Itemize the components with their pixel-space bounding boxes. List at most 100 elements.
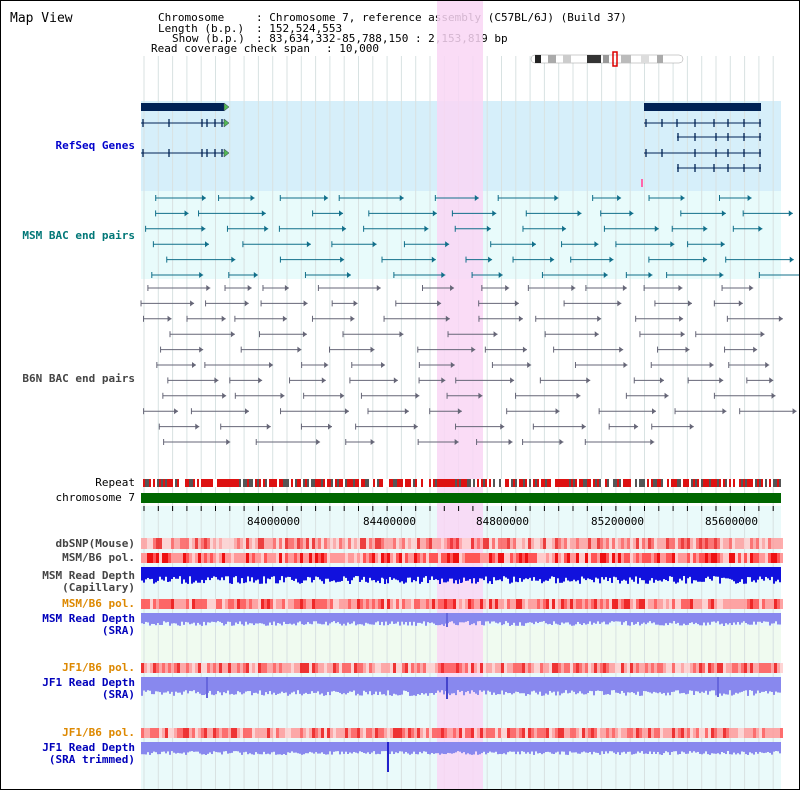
track-label-msm-b6-pol-1[interactable]: MSM/B6 pol. xyxy=(62,551,135,564)
repeat-mark xyxy=(573,479,575,487)
track-label-jf1-b6-pol-1[interactable]: JF1/B6 pol. xyxy=(62,661,135,674)
read-depth-bar xyxy=(729,613,731,624)
axis-tick-label: 84000000 xyxy=(247,515,300,528)
polymorphism-cell xyxy=(738,538,741,549)
read-depth-bar xyxy=(261,613,263,624)
polymorphism-cell xyxy=(390,553,393,563)
b6n-bac-end xyxy=(678,285,683,291)
polymorphism-cell xyxy=(414,538,417,549)
polymorphism-cell xyxy=(435,599,438,609)
polymorphism-cell xyxy=(438,599,441,609)
track-label-jf1-read-depth-trim[interactable]: JF1 Read Depth (SRA trimmed) xyxy=(42,741,135,766)
read-depth-bar xyxy=(457,567,459,584)
polymorphism-cell xyxy=(687,663,690,673)
read-depth-bar xyxy=(169,613,171,626)
read-depth-bar xyxy=(747,613,749,625)
read-depth-bar xyxy=(333,742,335,752)
track-label-jf1-b6-pol-2[interactable]: JF1/B6 pol. xyxy=(62,726,135,739)
polymorphism-cell xyxy=(426,728,429,738)
b6n-bac-end xyxy=(769,377,774,384)
polymorphism-cell xyxy=(633,663,636,673)
read-depth-bar xyxy=(767,742,769,753)
track-label-msm-bac[interactable]: MSM BAC end pairs xyxy=(22,229,135,242)
track-label-msm-read-depth-sra[interactable]: MSM Read Depth (SRA) xyxy=(42,612,135,637)
polymorphism-cell xyxy=(639,663,642,673)
polymorphism-cell xyxy=(342,553,345,563)
read-depth-bar xyxy=(493,567,495,578)
track-label-b6n-bac[interactable]: B6N BAC end pairs xyxy=(22,372,135,385)
polymorphism-cell xyxy=(198,538,201,549)
polymorphism-cell xyxy=(561,599,564,609)
read-depth-bar xyxy=(449,613,451,622)
polymorphism-cell xyxy=(552,538,555,549)
b6n-bac-end xyxy=(685,346,690,353)
polymorphism-cell xyxy=(648,538,651,549)
track-label-msm-b6-pol-2[interactable]: MSM/B6 pol. xyxy=(62,597,135,610)
read-depth-bar xyxy=(217,677,219,692)
read-depth-bar xyxy=(303,677,305,694)
read-depth-bar xyxy=(443,567,445,583)
read-depth-bar xyxy=(301,742,303,755)
polymorphism-cell xyxy=(717,553,720,563)
repeat-mark xyxy=(291,479,293,487)
polymorphism-cell xyxy=(663,728,666,738)
repeat-mark xyxy=(281,479,283,487)
read-depth-bar xyxy=(351,613,353,624)
read-depth-bar xyxy=(301,677,303,696)
track-label-refseq[interactable]: RefSeq Genes xyxy=(55,139,135,152)
polymorphism-cell xyxy=(162,728,165,738)
read-depth-bar xyxy=(647,567,649,584)
track-label-msm-read-depth-cap[interactable]: MSM Read Depth (Capillary) xyxy=(42,569,135,594)
polymorphism-cell xyxy=(426,663,429,673)
read-depth-bar xyxy=(227,742,229,754)
repeat-mark xyxy=(759,479,761,487)
repeat-mark xyxy=(617,479,619,487)
repeat-mark xyxy=(613,479,615,487)
read-depth-bar xyxy=(629,613,631,626)
read-depth-bar xyxy=(481,567,483,579)
polymorphism-cell xyxy=(240,599,243,609)
read-depth-bar xyxy=(777,742,779,752)
read-depth-bar xyxy=(577,567,579,581)
repeat-mark xyxy=(263,479,265,487)
read-depth-bar xyxy=(561,613,563,623)
b6n-bac-end xyxy=(316,439,321,445)
polymorphism-cell xyxy=(360,663,363,673)
read-depth-bar xyxy=(463,742,465,753)
read-depth-bar xyxy=(617,613,619,622)
read-depth-bar xyxy=(407,613,409,626)
b6n-bac-end xyxy=(719,377,724,384)
polymorphism-cell xyxy=(645,553,648,563)
polymorphism-cell xyxy=(477,538,480,549)
read-depth-bar xyxy=(415,677,417,696)
read-depth-bar xyxy=(441,613,443,625)
polymorphism-cell xyxy=(177,553,180,563)
read-depth-bar xyxy=(497,677,499,695)
polymorphism-cell xyxy=(780,553,783,563)
repeat-mark xyxy=(595,479,597,487)
polymorphism-cell xyxy=(165,599,168,609)
polymorphism-cell xyxy=(447,553,450,563)
read-depth-bar xyxy=(279,613,281,624)
read-depth-bar xyxy=(147,677,149,691)
polymorphism-cell xyxy=(579,663,582,673)
track-label-dbsnp[interactable]: dbSNP(Mouse) xyxy=(55,537,135,550)
repeat-mark xyxy=(579,479,581,487)
track-label-chromosome[interactable]: chromosome 7 xyxy=(55,491,135,504)
read-depth-bar xyxy=(291,567,293,580)
read-depth-bar xyxy=(161,567,163,580)
polymorphism-cell xyxy=(660,599,663,609)
b6n-bac-end xyxy=(571,285,576,291)
read-depth-bar xyxy=(437,613,439,626)
repeat-mark xyxy=(203,479,205,487)
read-depth-bar xyxy=(535,677,537,693)
read-depth-bar xyxy=(675,567,677,584)
repeat-mark xyxy=(233,479,235,487)
track-label-repeat[interactable]: Repeat xyxy=(95,476,135,489)
repeat-mark xyxy=(609,479,611,487)
track-label-jf1-read-depth-sra[interactable]: JF1 Read Depth (SRA) xyxy=(42,676,135,701)
polymorphism-cell xyxy=(231,663,234,673)
polymorphism-cell xyxy=(462,538,465,549)
read-depth-bar xyxy=(493,677,495,693)
